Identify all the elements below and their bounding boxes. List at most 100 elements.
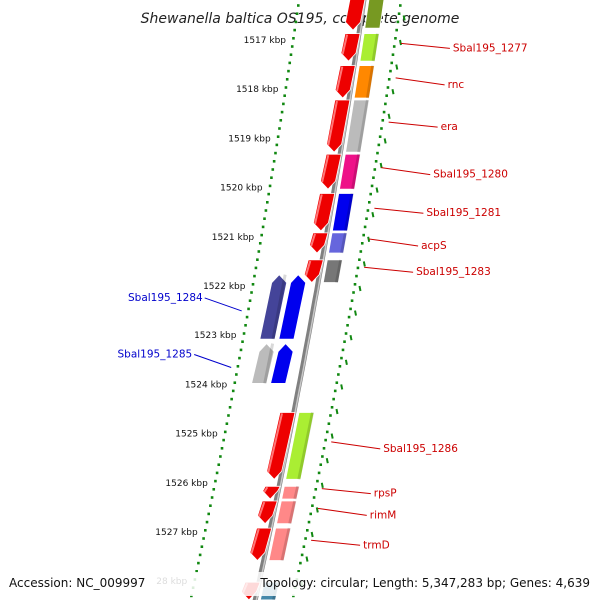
map-title: Shewanella baltica OS195, complete genom… (141, 11, 460, 27)
gene-category-block (251, 343, 275, 384)
cds-arrow (262, 485, 281, 500)
genome-backbone-highlight (255, 0, 366, 600)
scale-label: 1526 kbp (165, 479, 208, 489)
ruler-tick-right (305, 556, 309, 562)
leader-line (331, 441, 381, 450)
leader-line (374, 207, 424, 214)
topology-text: Topology: circular; Length: 5,347,283 bp… (259, 576, 590, 590)
gene-block-shade (263, 343, 275, 384)
gene-block-shade (357, 99, 369, 153)
scale-label: 1525 kbp (175, 430, 218, 440)
cds-arrow-minus (270, 343, 294, 384)
cds-arrow-highlight (314, 194, 323, 225)
scale-label: 1517 kbp (244, 36, 287, 46)
leader-line (395, 77, 445, 86)
scale-label: 1520 kbp (220, 184, 263, 194)
gene-label: trmD (363, 539, 390, 551)
gene-block-shade (351, 153, 361, 190)
leader-line (369, 238, 419, 247)
cds-arrow-highlight (258, 501, 266, 517)
ruler-tick-right (340, 384, 344, 390)
ruler-tick-right (315, 507, 319, 513)
accession-text: Accession: NC_009997 (9, 576, 145, 590)
gene-category-block (345, 99, 370, 153)
gene-label: rimM (370, 509, 397, 521)
gene-category-block (328, 232, 348, 254)
gene-block-shade (365, 65, 375, 99)
gene-block-shade (271, 274, 287, 340)
cds-arrow-highlight (263, 486, 269, 493)
cds-arrow-highlight (327, 100, 338, 146)
gene-category-block (259, 274, 288, 340)
gene-label: Sbal195_1285 (117, 348, 192, 360)
ruler-tick-right (402, 15, 406, 21)
gene-block-shade (344, 193, 354, 232)
ruler-tick-right (362, 261, 366, 267)
gene-category-block (268, 527, 292, 561)
cds-arrow (249, 527, 273, 562)
scale-label: 1519 kbp (228, 134, 271, 144)
leader-line (204, 297, 242, 312)
ruler-tick-right (354, 310, 357, 316)
gene-block-shade (293, 485, 300, 500)
leader-line (400, 42, 450, 49)
cds-arrow-minus (278, 274, 307, 340)
ruler-tick-right (310, 531, 314, 538)
gene-label: acpS (421, 240, 447, 252)
cds-arrow-highlight (310, 233, 316, 247)
gene-category-block (285, 412, 315, 480)
gene-block-shade (371, 33, 380, 62)
cds-arrow-highlight (335, 66, 344, 92)
gene-label: Sbal195_1283 (416, 266, 491, 278)
ruler-tick-right (391, 89, 395, 95)
scale-label: 1523 kbp (194, 331, 237, 341)
gene-label: Sbal195_1277 (453, 42, 528, 54)
gene-label: rpsP (374, 488, 397, 500)
ruler-tick-right (395, 64, 399, 70)
cds-arrow (266, 412, 296, 480)
gene-category-block (281, 485, 300, 500)
gene-block-shade (340, 232, 347, 254)
gene-label: era (441, 121, 458, 133)
scale-label: 1522 kbp (203, 282, 246, 292)
cds-arrow-highlight (341, 34, 349, 55)
gene-category-block-partial (364, 0, 385, 29)
footer-background (0, 572, 600, 596)
gene-label: Sbal195_1286 (383, 443, 458, 455)
leader-line (311, 539, 361, 546)
cds-arrow-highlight (250, 528, 260, 554)
gene-category-block (359, 33, 380, 62)
gene-block-shade (280, 527, 291, 561)
ruler-tick-right (330, 433, 334, 439)
leader-line (194, 354, 232, 368)
leader-line (364, 266, 414, 273)
scale-label: 1527 kbp (155, 528, 198, 538)
cds-arrow-partial (345, 0, 366, 31)
cds-arrow (326, 99, 351, 153)
ruler-tick-right (358, 285, 362, 292)
ruler-tick-right (399, 39, 402, 46)
cds-arrow (312, 193, 336, 232)
gene-category-block (331, 193, 355, 232)
gene-label: Sbal195_1284 (128, 292, 203, 304)
ruler-tick-right (335, 408, 339, 415)
ruler-tick-right (367, 236, 371, 242)
gene-category-block (353, 65, 375, 99)
leader-line (381, 167, 431, 176)
leader-line (388, 121, 438, 128)
ruler-tick-right (344, 359, 348, 365)
ruler-tick-right (383, 138, 387, 144)
gene-features (240, 0, 385, 600)
ruler-tick-right (387, 113, 391, 119)
ruler-tick-right (375, 187, 379, 193)
gene-block-shade (334, 259, 343, 283)
cds-arrow-highlight (321, 154, 330, 183)
gene-block-shade (297, 412, 314, 480)
gene-label: Sbal195_1281 (426, 207, 501, 219)
gene-block-shade (288, 500, 297, 524)
ruler-tick-right (349, 335, 353, 341)
ruler-tick-right (320, 482, 324, 488)
leader-line (317, 507, 367, 516)
